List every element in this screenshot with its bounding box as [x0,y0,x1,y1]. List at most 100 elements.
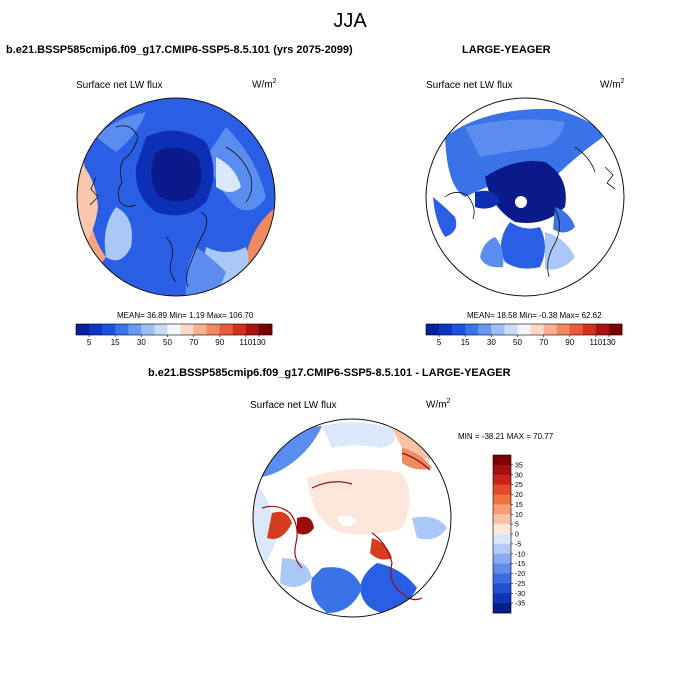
panel-1-colorbar-tick-label: 110 [239,338,252,347]
panel-1-units: W/m2 [252,78,277,91]
panel-3-colorbar-tick-label: -25 [515,581,525,588]
panel-2-flux-field [426,98,624,296]
panel-1-stats: MEAN= 36.89 Min= 1.19 Max= 106.70 [117,311,254,320]
panel-2-colorbar-tick-label: 90 [565,338,574,347]
panel-1-colorbar-swatch [206,324,221,335]
panel-1-colorbar-tick-label: 5 [87,338,92,347]
panel-2-colorbar-tick-label: 110 [589,338,602,347]
panel-2-colorbar-swatch [426,324,440,335]
panel-1-colorbar-tick-label: 30 [137,338,146,347]
panel-3-colorbar-tick-label: -30 [515,591,525,598]
panel-3-colorbar-swatch [493,464,511,476]
panel-2-colorbar-tick-label: 30 [487,338,496,347]
panel-1-colorbar-swatch [76,324,90,335]
panel-2-colorbar-tick-label: 15 [461,338,470,347]
figure-season-title: JJA [333,10,367,32]
panel-3-colorbar-swatch [493,484,511,495]
panel-2-colorbar-swatch [504,324,518,335]
panel-1-coastlines [89,125,253,288]
panel-3-colorbar-swatch [493,593,511,604]
panel-3-colorbar-swatch [493,524,511,535]
panel-3-polar-map [252,418,452,618]
panel-2-coastlines [444,146,616,278]
panel-3-colorbar-tick-label: 5 [515,522,519,529]
panel-3-colorbar-swatch [493,583,511,594]
panel-1-colorbar-swatch [115,324,129,335]
panel-1-colorbar-swatch [258,324,273,335]
panel-2-units: W/m2 [600,78,625,91]
panel-3-colorbar-tick-label: -20 [515,571,525,578]
panel-1-colorbar-swatch [167,324,181,335]
panel-1-polar-map [76,97,276,297]
panel-1-flux-field [77,98,275,296]
panel-3-colorbar-tick-label: 15 [515,502,523,509]
panel-2-colorbar-swatch [439,324,453,335]
panel-3-colorbar-swatch [493,563,511,574]
panel-2-colorbar: 5 15 30 50 70 90 110 130 [425,323,623,347]
panel-2-colorbar-tick-label: 5 [437,338,442,347]
panel-3-colorbar-tick-label: -5 [515,541,521,548]
panel-1-colorbar-tick-label: 15 [111,338,120,347]
panel-2-colorbar-swatch [491,324,505,335]
panel-2-colorbar-tick-label: 50 [513,338,522,347]
panel-3-colorbar-swatch [493,504,511,515]
panel-2-colorbar-tick-label: 70 [539,338,548,347]
panel-3-colorbar-tick-label: 30 [515,472,523,479]
panel-3-colorbar: 35 30 25 20 15 10 5 0 -5 -10 -15 -20 -25 -30 -35 [492,454,525,614]
panel-3-units: W/m2 [426,398,451,411]
panel-1-colorbar-tick-label: 90 [215,338,224,347]
panel-3-colorbar-tick-label: 35 [515,462,523,469]
panel-2-colorbar-swatch [595,324,610,335]
panel-2-colorbar-swatch [452,324,466,335]
panel-3-colorbar-tick-label: 20 [515,492,523,499]
panel-1-colorbar-swatch [245,324,260,335]
panel-2-polar-map [425,97,625,297]
panel-1-colorbar-tick-label: 50 [163,338,172,347]
panel-3-colorbar-swatch [493,553,511,564]
panel-2-colorbar-swatch [608,324,623,335]
panel-1-colorbar-swatch [232,324,247,335]
panel-3-colorbar-swatch [493,534,511,545]
panel-1-colorbar-swatch [193,324,207,335]
panel-1-colorbar-tick-label: 70 [189,338,198,347]
panel-3-colorbar-tick-label: 0 [515,532,519,539]
panel-2-colorbar-swatch [543,324,557,335]
panel-1-colorbar-swatch [141,324,155,335]
panel-2-colorbar-tick-label: 130 [602,338,616,347]
panel-3-colorbar-swatch [493,514,511,525]
panel-3-colorbar-swatch [493,603,511,614]
panel-2-variable-label: Surface net LW flux [426,80,513,91]
panel-2-colorbar-swatch [478,324,492,335]
panel-1-colorbar-tick-label: 130 [252,338,266,347]
panel-2-colorbar-swatch [517,324,531,335]
panel-3-colorbar-swatch [493,455,511,466]
panel-3-coastlines [261,452,431,601]
panel-1-colorbar-swatch [219,324,234,335]
panel-3-colorbar-tick-label: -15 [515,561,525,568]
panel-3-colorbar-swatch [493,573,511,584]
panel-1-colorbar-swatch [102,324,116,335]
panel-2-colorbar-swatch [556,324,571,335]
panel-3-colorbar-tick-label: -10 [515,551,525,558]
panel-3-colorbar-swatch [493,494,511,505]
panel-1-variable-label: Surface net LW flux [76,80,163,91]
panel-3-colorbar-tick-label: -35 [515,601,525,608]
panel-1-colorbar: 5 15 30 50 70 90 110 130 [75,323,273,347]
panel-1-title: b.e21.BSSP585cmip6.f09_g17.CMIP6-SSP5-8.… [6,44,353,56]
panel-2-colorbar-swatch [465,324,479,335]
panel-1-colorbar-swatch [89,324,103,335]
panel-3-flux-field [253,419,451,617]
panel-2-title: LARGE-YEAGER [462,44,551,56]
panel-2-colorbar-swatch [582,324,597,335]
panel-2-colorbar-swatch [569,324,584,335]
panel-3-title: b.e21.BSSP585cmip6.f09_g17.CMIP6-SSP5-8.… [148,367,511,379]
panel-1-colorbar-swatch [180,324,194,335]
panel-1-colorbar-swatch [128,324,142,335]
panel-3-colorbar-swatch [493,543,511,555]
panel-3-colorbar-tick-label: 25 [515,482,523,489]
panel-2-stats: MEAN= 18.58 Min= -0.38 Max= 62.62 [467,311,602,320]
panel-3-colorbar-tick-label: 10 [515,512,523,519]
panel-2-colorbar-swatch [530,324,544,335]
panel-3-colorbar-swatch [493,474,511,485]
panel-3-variable-label: Surface net LW flux [250,400,337,411]
